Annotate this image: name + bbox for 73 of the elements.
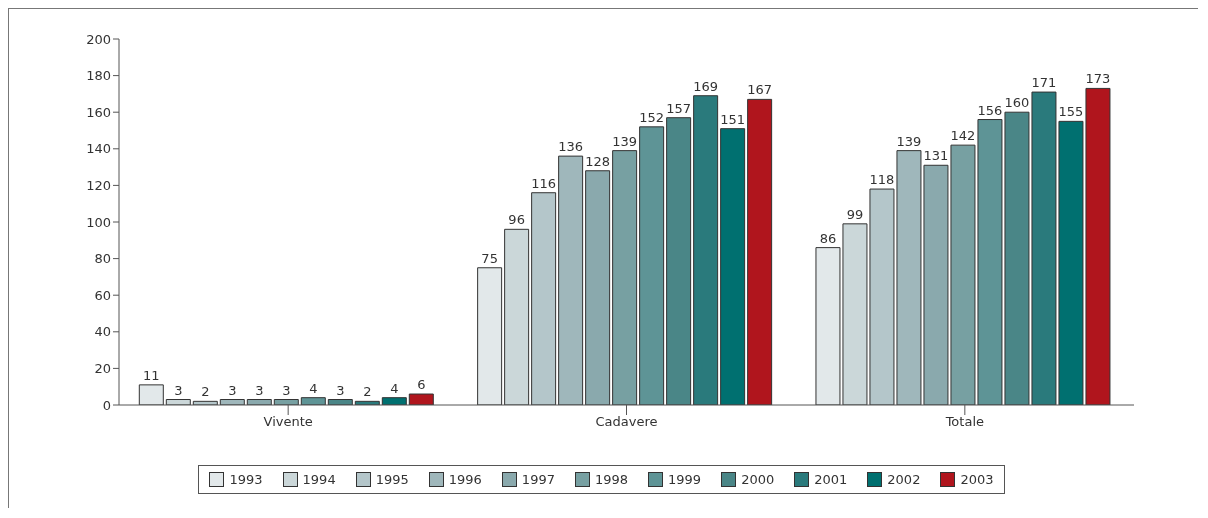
data-label: 86 [819, 230, 837, 246]
bar [639, 126, 665, 405]
y-tick-label: 180 [86, 68, 111, 84]
data-label: 169 [693, 78, 719, 94]
bar [138, 384, 164, 405]
x-tick-label: Totale [944, 414, 985, 430]
data-label: 152 [639, 109, 665, 125]
data-label: 3 [174, 382, 183, 398]
data-label: 142 [950, 128, 976, 144]
y-tick-label: 200 [86, 31, 111, 47]
bar [720, 128, 746, 405]
data-label: 128 [585, 153, 611, 169]
data-label: 99 [846, 206, 864, 222]
y-tick-label: 100 [86, 214, 111, 230]
data-label: 4 [309, 380, 318, 396]
legend-label: 1993 [229, 472, 263, 487]
data-label: 6 [417, 377, 426, 393]
data-label: 2 [363, 384, 372, 400]
data-label: 167 [747, 82, 773, 98]
y-tick-label: 40 [94, 324, 111, 340]
data-label: 160 [1004, 95, 1030, 111]
y-tick-label: 120 [86, 178, 111, 194]
y-tick-label: 20 [94, 361, 111, 377]
legend-label: 2000 [741, 472, 775, 487]
bar [612, 150, 638, 405]
bar [666, 117, 692, 405]
bar [558, 155, 584, 405]
data-label: 11 [143, 367, 160, 383]
data-label: 3 [282, 382, 291, 398]
bar [531, 192, 557, 405]
data-label: 173 [1085, 71, 1111, 87]
data-label: 157 [666, 100, 692, 116]
data-label: 171 [1031, 75, 1057, 91]
legend-label: 2003 [960, 472, 994, 487]
bar [504, 228, 530, 405]
data-label: 156 [977, 102, 1003, 118]
bar [300, 397, 326, 405]
data-label: 139 [896, 133, 922, 149]
y-tick-label: 140 [86, 141, 111, 157]
legend-label: 1997 [521, 472, 555, 487]
x-tick-label: Vivente [263, 414, 313, 430]
data-label: 155 [1058, 104, 1084, 120]
legend-label: 1995 [375, 472, 409, 487]
bar [477, 267, 503, 405]
x-tick-label: Cadavere [595, 414, 658, 430]
bar [381, 397, 407, 405]
legend-label: 1994 [302, 472, 336, 487]
data-label: 136 [558, 139, 584, 155]
data-label: 3 [336, 382, 345, 398]
y-tick-label: 160 [86, 104, 111, 120]
legend-label: 1998 [594, 472, 629, 487]
legend-label: 1996 [448, 472, 482, 487]
data-label: 3 [255, 382, 264, 398]
y-tick-label: 0 [102, 397, 111, 413]
data-label: 131 [923, 148, 949, 164]
data-label: 2 [201, 384, 210, 400]
legend-label: 2002 [887, 472, 921, 487]
legend-label: 1999 [668, 472, 702, 487]
data-label: 118 [869, 172, 895, 188]
y-tick-label: 60 [94, 287, 111, 303]
bar [747, 98, 773, 405]
data-label: 151 [720, 111, 746, 127]
data-label: 4 [390, 380, 399, 396]
legend-label: 2001 [814, 472, 848, 487]
y-tick-label: 80 [94, 251, 111, 267]
data-label: 116 [531, 175, 557, 191]
bar [408, 393, 434, 405]
data-label: 139 [612, 133, 638, 149]
data-label: 3 [228, 382, 237, 398]
bar [693, 95, 719, 405]
data-label: 75 [481, 250, 498, 266]
bar [585, 170, 611, 405]
data-label: 96 [508, 212, 525, 228]
